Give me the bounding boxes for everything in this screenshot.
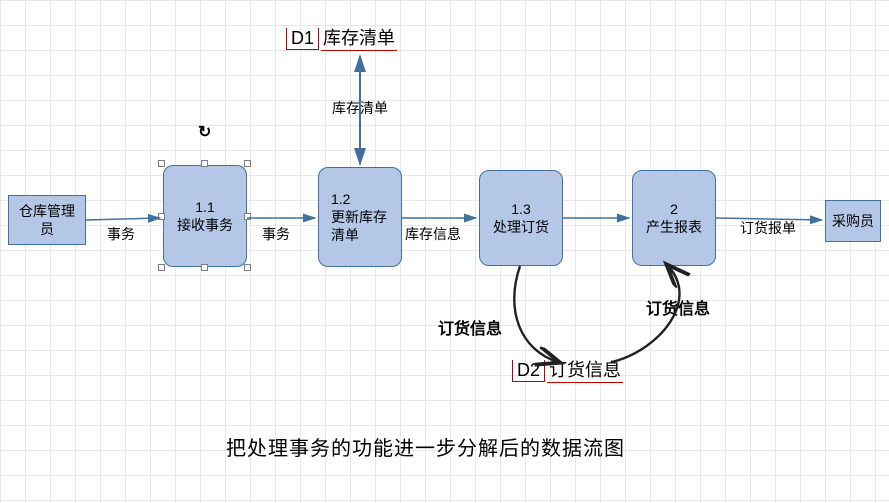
arrow (86, 218, 160, 220)
arrow (716, 218, 822, 220)
arrows-layer (0, 0, 889, 503)
curve-arrow-up (612, 266, 680, 362)
curve-arrow-down (514, 266, 558, 362)
